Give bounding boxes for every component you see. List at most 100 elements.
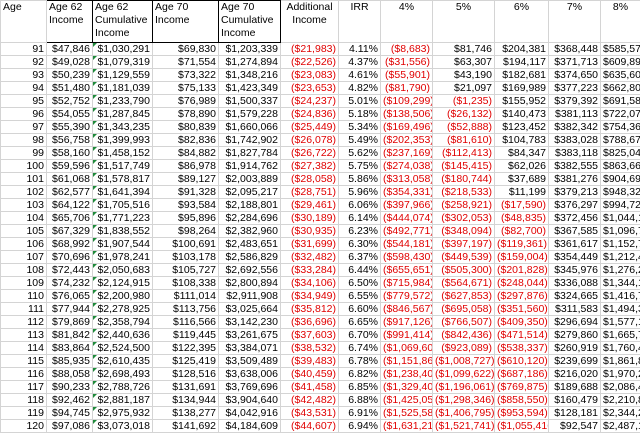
value-cell: $155,952: [494, 94, 549, 108]
value-cell: $1,152,749: [600, 237, 640, 251]
value-cell: $1,423,349: [218, 81, 281, 95]
value-cell: $74,232: [46, 276, 93, 290]
value-cell: ($397,197): [432, 237, 495, 251]
value-cell: ($1,151,868): [380, 354, 433, 368]
value-cell: ($779,572): [380, 289, 433, 303]
value-cell: $81,746: [432, 42, 495, 56]
value-cell: ($695,058): [432, 302, 495, 316]
value-cell: $379,213: [548, 185, 601, 199]
value-cell: ($409,350): [494, 315, 549, 329]
value-cell: $85,935: [46, 354, 93, 368]
value-cell: $379,392: [548, 94, 601, 108]
value-cell: ($28,058): [280, 172, 339, 186]
value-cell: 5.96%: [338, 185, 381, 199]
value-cell: $1,079,319: [92, 55, 153, 69]
value-cell: $116,566: [152, 315, 219, 329]
age-cell: 107: [0, 250, 47, 264]
value-cell: ($8,683): [380, 42, 433, 56]
value-cell: ($248,044): [494, 276, 549, 290]
value-cell: $62,577: [46, 185, 93, 199]
value-cell: 6.55%: [338, 289, 381, 303]
spreadsheet-table: Age Age 62 Income Age 62 Cumulative Income…: [0, 0, 640, 433]
value-cell: ($201,828): [494, 263, 549, 277]
value-cell: $65,706: [46, 211, 93, 225]
value-cell: ($923,089): [432, 341, 495, 355]
value-cell: $381,113: [548, 107, 601, 121]
value-cell: $1,577,158: [600, 315, 640, 329]
value-cell: $382,342: [548, 120, 601, 134]
value-cell: $2,003,889: [218, 172, 281, 186]
column-header: 5%: [432, 0, 495, 43]
value-cell: $92,547: [548, 419, 601, 433]
value-cell: 6.30%: [338, 237, 381, 251]
value-cell: ($1,196,061): [432, 380, 495, 394]
value-cell: ($351,560): [494, 302, 549, 316]
value-cell: $1,203,339: [218, 42, 281, 56]
value-cell: $1,212,487: [600, 250, 640, 264]
value-cell: ($40,459): [280, 367, 339, 381]
value-cell: $1,348,216: [218, 68, 281, 82]
value-cell: $2,086,458: [600, 380, 640, 394]
age-cell: 91: [0, 42, 47, 56]
value-cell: $50,239: [46, 68, 93, 82]
value-cell: $73,322: [152, 68, 219, 82]
value-cell: ($23,653): [280, 81, 339, 95]
value-cell: $371,713: [548, 55, 601, 69]
value-cell: $1,458,152: [92, 146, 153, 160]
value-cell: $134,944: [152, 393, 219, 407]
value-cell: $1,578,817: [92, 172, 153, 186]
value-cell: ($1,406,795): [432, 406, 495, 420]
value-cell: ($610,120): [494, 354, 549, 368]
value-cell: ($29,461): [280, 198, 339, 212]
value-cell: $128,516: [152, 367, 219, 381]
column-header: 7%: [548, 0, 601, 43]
value-cell: 5.62%: [338, 146, 381, 160]
value-cell: ($348,094): [432, 224, 495, 238]
value-cell: ($1,521,741): [432, 419, 495, 433]
value-cell: ($202,353): [380, 133, 433, 147]
column-header: 8%: [600, 0, 640, 43]
value-cell: $825,042: [600, 146, 640, 160]
value-cell: $189,688: [548, 380, 601, 394]
value-cell: 6.14%: [338, 211, 381, 225]
age-cell: 98: [0, 133, 47, 147]
value-cell: $92,462: [46, 393, 93, 407]
table-row: 114 $83,864 $2,524,500 $122,395 $3,384,071 ($…: [0, 341, 640, 355]
value-cell: ($1,069,602): [380, 341, 433, 355]
value-cell: $204,381: [494, 42, 549, 56]
value-cell: $1,760,454: [600, 341, 640, 355]
table-row: 92 $49,028 $1,079,319 $71,554 $1,274,894 ($22…: [0, 55, 640, 69]
value-cell: $56,758: [46, 133, 93, 147]
table-row: 107 $70,696 $1,978,241 $103,178 $2,586,829 ($…: [0, 250, 640, 264]
value-cell: $3,509,489: [218, 354, 281, 368]
table-row: 106 $68,992 $1,907,544 $100,691 $2,483,651 ($…: [0, 237, 640, 251]
value-cell: $2,210,893: [600, 393, 640, 407]
value-cell: ($218,533): [432, 185, 495, 199]
value-cell: $72,443: [46, 263, 93, 277]
value-cell: 5.86%: [338, 172, 381, 186]
value-cell: ($112,413): [432, 146, 495, 160]
value-cell: $125,419: [152, 354, 219, 368]
value-cell: ($1,238,403): [380, 367, 433, 381]
value-cell: ($36,696): [280, 315, 339, 329]
value-cell: $71,554: [152, 55, 219, 69]
age-cell: 92: [0, 55, 47, 69]
value-cell: 6.91%: [338, 406, 381, 420]
value-cell: $216,020: [548, 367, 601, 381]
value-cell: $296,694: [548, 315, 601, 329]
value-cell: $3,384,071: [218, 341, 281, 355]
value-cell: $51,480: [46, 81, 93, 95]
age-cell: 113: [0, 328, 47, 342]
value-cell: $3,638,006: [218, 367, 281, 381]
value-cell: $82,836: [152, 133, 219, 147]
value-cell: ($25,449): [280, 120, 339, 134]
value-cell: $1,129,559: [92, 68, 153, 82]
value-cell: $2,788,726: [92, 380, 153, 394]
value-cell: ($21,983): [280, 42, 339, 56]
value-cell: 6.06%: [338, 198, 381, 212]
value-cell: $43,190: [432, 68, 495, 82]
value-cell: $1,233,790: [92, 94, 153, 108]
age-cell: 106: [0, 237, 47, 251]
value-cell: $2,487,163: [600, 419, 640, 433]
value-cell: ($917,126): [380, 315, 433, 329]
